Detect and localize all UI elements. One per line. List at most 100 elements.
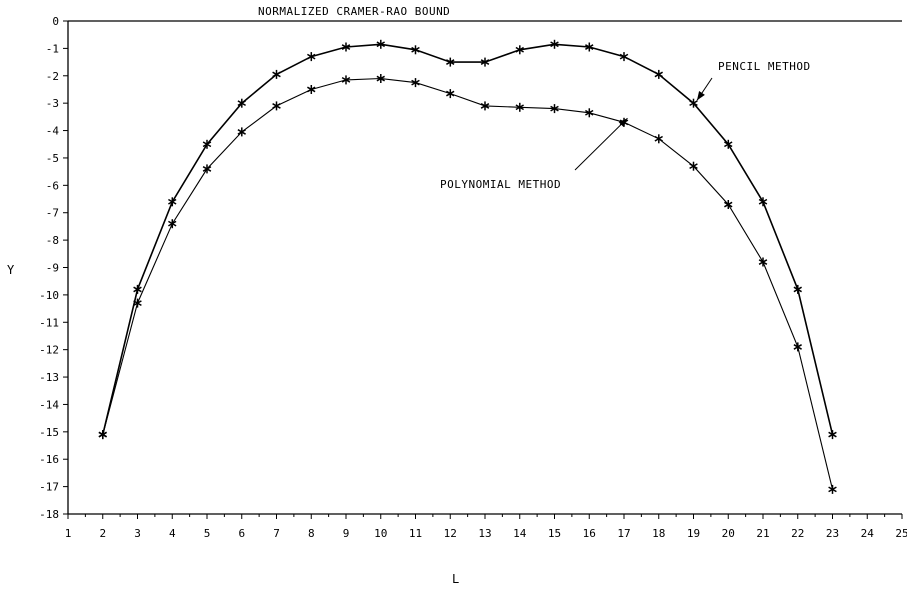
x-tick-label: 20	[722, 527, 735, 540]
data-point	[585, 42, 594, 52]
series-layer	[98, 39, 837, 494]
y-tick-label: -6	[46, 179, 59, 192]
y-tick-label: -9	[46, 262, 59, 275]
data-point	[654, 69, 663, 79]
x-tick-label: 24	[861, 527, 875, 540]
x-tick-label: 5	[204, 527, 211, 540]
data-point	[376, 39, 385, 49]
x-tick-label: 7	[273, 527, 280, 540]
data-point	[446, 57, 455, 67]
data-point	[341, 42, 351, 52]
data-point	[376, 74, 385, 83]
data-point	[724, 200, 733, 209]
data-point	[237, 127, 246, 137]
x-tick-label: 15	[548, 527, 561, 540]
data-point	[828, 484, 837, 494]
y-tick-label: -8	[46, 234, 59, 247]
annotation-polynomial-method-label: POLYNOMIAL METHOD	[440, 178, 561, 191]
x-tick-label: 14	[513, 527, 527, 540]
y-tick-label: -16	[39, 453, 59, 466]
data-point	[202, 139, 212, 149]
y-tick-label: -15	[39, 426, 59, 439]
data-point	[411, 45, 420, 55]
data-point	[654, 134, 663, 144]
data-point	[619, 52, 629, 62]
data-point	[307, 85, 316, 94]
data-point	[480, 101, 490, 111]
data-point	[168, 197, 177, 207]
data-point	[585, 108, 594, 118]
data-point	[202, 164, 212, 174]
x-tick-label: 18	[652, 527, 665, 540]
y-axis-label: Y	[7, 263, 15, 277]
x-tick-label: 12	[444, 527, 457, 540]
data-point	[307, 52, 316, 62]
data-point	[446, 89, 455, 99]
y-tick-label: -10	[39, 289, 59, 302]
x-tick-label: 4	[169, 527, 176, 540]
annotation-polynomial-method-arrow	[574, 117, 628, 171]
x-tick-label: 19	[687, 527, 700, 540]
y-tick-label: -4	[46, 125, 60, 138]
x-tick-label: 6	[238, 527, 245, 540]
y-tick-label: -18	[39, 508, 59, 521]
y-tick-label: -5	[46, 152, 59, 165]
x-tick-label: 8	[308, 527, 315, 540]
data-point	[133, 284, 142, 294]
data-point	[341, 75, 351, 85]
x-tick-label: 17	[617, 527, 630, 540]
data-point	[515, 102, 524, 112]
x-tick-label: 9	[343, 527, 350, 540]
data-point	[758, 257, 768, 267]
x-tick-label: 3	[134, 527, 141, 540]
data-point	[724, 139, 733, 149]
series-line	[102, 77, 834, 490]
data-point	[550, 104, 559, 114]
data-point	[133, 298, 142, 308]
y-tick-label: -2	[46, 70, 59, 83]
x-tick-label: 10	[374, 527, 387, 540]
data-point	[793, 342, 802, 352]
annotation-layer: PENCIL METHOD POLYNOMIAL METHOD	[440, 60, 811, 191]
data-point	[689, 161, 698, 171]
x-tick-label: 13	[478, 527, 491, 540]
x-tick-label: 2	[99, 527, 106, 540]
chart-title: NORMALIZED CRAMER-RAO BOUND	[258, 5, 450, 18]
y-tick-label: 0	[52, 15, 59, 28]
data-point	[98, 430, 107, 440]
annotation-pencil-method-label: PENCIL METHOD	[718, 60, 811, 73]
data-point	[758, 197, 768, 207]
data-point	[828, 430, 837, 440]
data-point	[689, 98, 698, 108]
axes: 1 2 3 4 5 6 7 8 9 10 11 12 13 14 15 16 17 18 19 20 21 22 23 24 2…	[39, 15, 907, 540]
data-point	[515, 45, 524, 55]
data-point	[272, 69, 281, 79]
data-point	[793, 284, 802, 294]
x-tick-label: 21	[756, 527, 769, 540]
y-tick-label: -17	[39, 481, 59, 494]
data-point	[168, 219, 177, 229]
y-tick-label: -12	[39, 344, 59, 357]
data-point	[272, 101, 281, 111]
y-tick-label: -3	[46, 97, 59, 110]
y-tick-label: -13	[39, 371, 59, 384]
x-tick-label: 22	[791, 527, 804, 540]
data-point	[411, 78, 420, 88]
x-axis-label: L	[452, 572, 459, 586]
series-1	[98, 74, 837, 494]
data-point	[550, 39, 559, 49]
y-tick-label: -14	[39, 398, 59, 411]
x-tick-label: 23	[826, 527, 839, 540]
y-tick-label: -11	[39, 316, 59, 329]
x-tick-label: 25	[895, 527, 907, 540]
y-tick-label: -7	[46, 207, 59, 220]
data-point	[480, 57, 490, 67]
x-tick-label: 16	[583, 527, 596, 540]
x-tick-label: 11	[409, 527, 422, 540]
x-tick-label: 1	[65, 527, 72, 540]
series-line	[102, 43, 834, 435]
annotation-pencil-method-arrow	[696, 77, 713, 101]
y-tick-label: -1	[46, 42, 59, 55]
data-point	[237, 98, 246, 108]
